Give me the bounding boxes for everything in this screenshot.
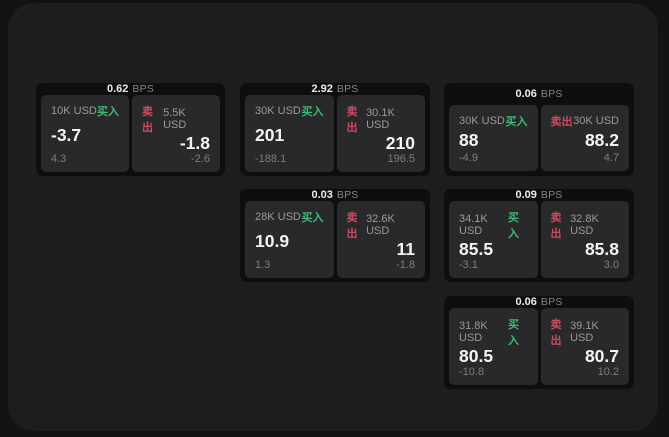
buy-size: 34.1K USD bbox=[459, 213, 488, 237]
sell-delta: 3.0 bbox=[603, 258, 619, 271]
bps-value: 0.62 bbox=[106, 83, 129, 95]
sell-size: 30K USD bbox=[573, 115, 619, 127]
buy-panel[interactable]: 28K USD 买入 10.9 1.3 bbox=[245, 201, 334, 278]
sell-price: 88.2 bbox=[584, 129, 619, 150]
buy-delta: 4.3 bbox=[51, 152, 67, 165]
quote-card: 2.92 BPS 30K USD 买入 201 -188.1 卖出 30.1K … bbox=[240, 83, 430, 176]
sell-panel[interactable]: 卖出 32.8K USD 85.8 3.0 bbox=[540, 201, 629, 278]
sell-panel[interactable]: 卖出 30.1K USD 210 196.5 bbox=[336, 95, 425, 172]
sell-panel[interactable]: 卖出 30K USD 88.2 4.7 bbox=[540, 105, 629, 171]
bps-value: 2.92 bbox=[311, 83, 333, 95]
bps-header: 0.06 BPS bbox=[449, 83, 629, 105]
bps-header: 2.92 BPS bbox=[245, 83, 425, 95]
buy-side-label: 买入 bbox=[301, 212, 324, 224]
buy-side-label: 买入 bbox=[507, 212, 519, 240]
buy-delta: 1.3 bbox=[255, 258, 271, 271]
buy-side-label: 买入 bbox=[505, 116, 528, 128]
buy-delta: -188.1 bbox=[255, 152, 287, 165]
bps-value: 0.06 bbox=[515, 296, 537, 308]
sell-panel[interactable]: 卖出 5.5K USD -1.8 -2.6 bbox=[132, 95, 220, 172]
bps-header: 0.06 BPS bbox=[449, 296, 629, 308]
sell-price: 210 bbox=[385, 133, 415, 153]
sell-side-label: 卖出 bbox=[550, 116, 573, 128]
quote-card: 0.09 BPS 34.1K USD 买入 85.5 -3.1 卖出 32.8K… bbox=[444, 189, 634, 282]
buy-size: 30K USD bbox=[255, 105, 301, 117]
sell-side-label: 卖出 bbox=[142, 106, 153, 134]
sell-price: 80.7 bbox=[584, 346, 619, 366]
quote-card: 0.06 BPS 31.8K USD 买入 80.5 -10.8 卖出 39.1… bbox=[444, 296, 634, 389]
bps-value: 0.09 bbox=[515, 189, 537, 201]
buy-size: 30K USD bbox=[459, 115, 505, 127]
buy-size: 10K USD bbox=[51, 105, 97, 117]
sell-price: 11 bbox=[396, 239, 416, 259]
bps-header: 0.09 BPS bbox=[449, 189, 629, 201]
buy-delta: -4.9 bbox=[459, 152, 478, 164]
bps-value: 0.06 bbox=[515, 88, 537, 100]
sell-side-label: 卖出 bbox=[550, 212, 562, 240]
buy-delta: -3.1 bbox=[459, 258, 478, 271]
sell-delta: -2.6 bbox=[191, 152, 210, 165]
bps-unit-label: BPS bbox=[336, 83, 359, 95]
bps-unit-label: BPS bbox=[540, 88, 563, 100]
bps-unit-label: BPS bbox=[540, 296, 563, 308]
sell-side-label: 卖出 bbox=[346, 106, 358, 134]
buy-panel[interactable]: 31.8K USD 买入 80.5 -10.8 bbox=[449, 308, 538, 385]
buy-size: 31.8K USD bbox=[459, 320, 488, 344]
sell-side-label: 卖出 bbox=[346, 212, 358, 240]
quote-card: 0.62 BPS 10K USD 买入 -3.7 4.3 卖出 5.5K USD… bbox=[36, 83, 225, 176]
sell-panel[interactable]: 卖出 32.6K USD 11 -1.8 bbox=[336, 201, 425, 278]
buy-side-label: 买入 bbox=[97, 106, 119, 118]
quote-card: 0.06 BPS 30K USD 买入 88 -4.9 卖出 30K USD 8… bbox=[444, 83, 634, 176]
buy-price: 88 bbox=[459, 129, 479, 150]
sell-price: -1.8 bbox=[179, 133, 210, 153]
sell-delta: 196.5 bbox=[387, 152, 415, 165]
buy-side-label: 买入 bbox=[301, 106, 324, 118]
sell-size: 30.1K USD bbox=[366, 107, 395, 131]
buy-panel[interactable]: 10K USD 买入 -3.7 4.3 bbox=[41, 95, 129, 172]
sell-delta: -1.8 bbox=[396, 258, 415, 271]
buy-price: 85.5 bbox=[459, 239, 494, 259]
buy-price: -3.7 bbox=[51, 125, 82, 145]
bps-unit-label: BPS bbox=[336, 189, 359, 201]
bps-unit-label: BPS bbox=[540, 189, 563, 201]
sell-delta: 10.2 bbox=[597, 365, 619, 378]
sell-size: 5.5K USD bbox=[163, 107, 187, 131]
bps-header: 0.62 BPS bbox=[41, 83, 220, 95]
sell-delta: 4.7 bbox=[603, 152, 619, 164]
sell-price: 85.8 bbox=[584, 239, 619, 259]
buy-price: 201 bbox=[255, 125, 285, 145]
quote-card: 0.03 BPS 28K USD 买入 10.9 1.3 卖出 32.6K US… bbox=[240, 189, 430, 282]
bps-unit-label: BPS bbox=[132, 83, 155, 95]
buy-size: 28K USD bbox=[255, 211, 301, 223]
sell-panel[interactable]: 卖出 39.1K USD 80.7 10.2 bbox=[540, 308, 629, 385]
buy-panel[interactable]: 34.1K USD 买入 85.5 -3.1 bbox=[449, 201, 538, 278]
sell-size: 32.8K USD bbox=[570, 213, 599, 237]
buy-side-label: 买入 bbox=[507, 319, 519, 347]
buy-delta: -10.8 bbox=[459, 365, 485, 378]
sell-size: 39.1K USD bbox=[570, 320, 599, 344]
buy-price: 80.5 bbox=[459, 346, 494, 366]
buy-price: 10.9 bbox=[255, 231, 290, 251]
sell-size: 32.6K USD bbox=[366, 213, 395, 237]
bps-value: 0.03 bbox=[311, 189, 333, 201]
sell-side-label: 卖出 bbox=[550, 319, 562, 347]
buy-panel[interactable]: 30K USD 买入 201 -188.1 bbox=[245, 95, 334, 172]
buy-panel[interactable]: 30K USD 买入 88 -4.9 bbox=[449, 105, 538, 171]
bps-header: 0.03 BPS bbox=[245, 189, 425, 201]
